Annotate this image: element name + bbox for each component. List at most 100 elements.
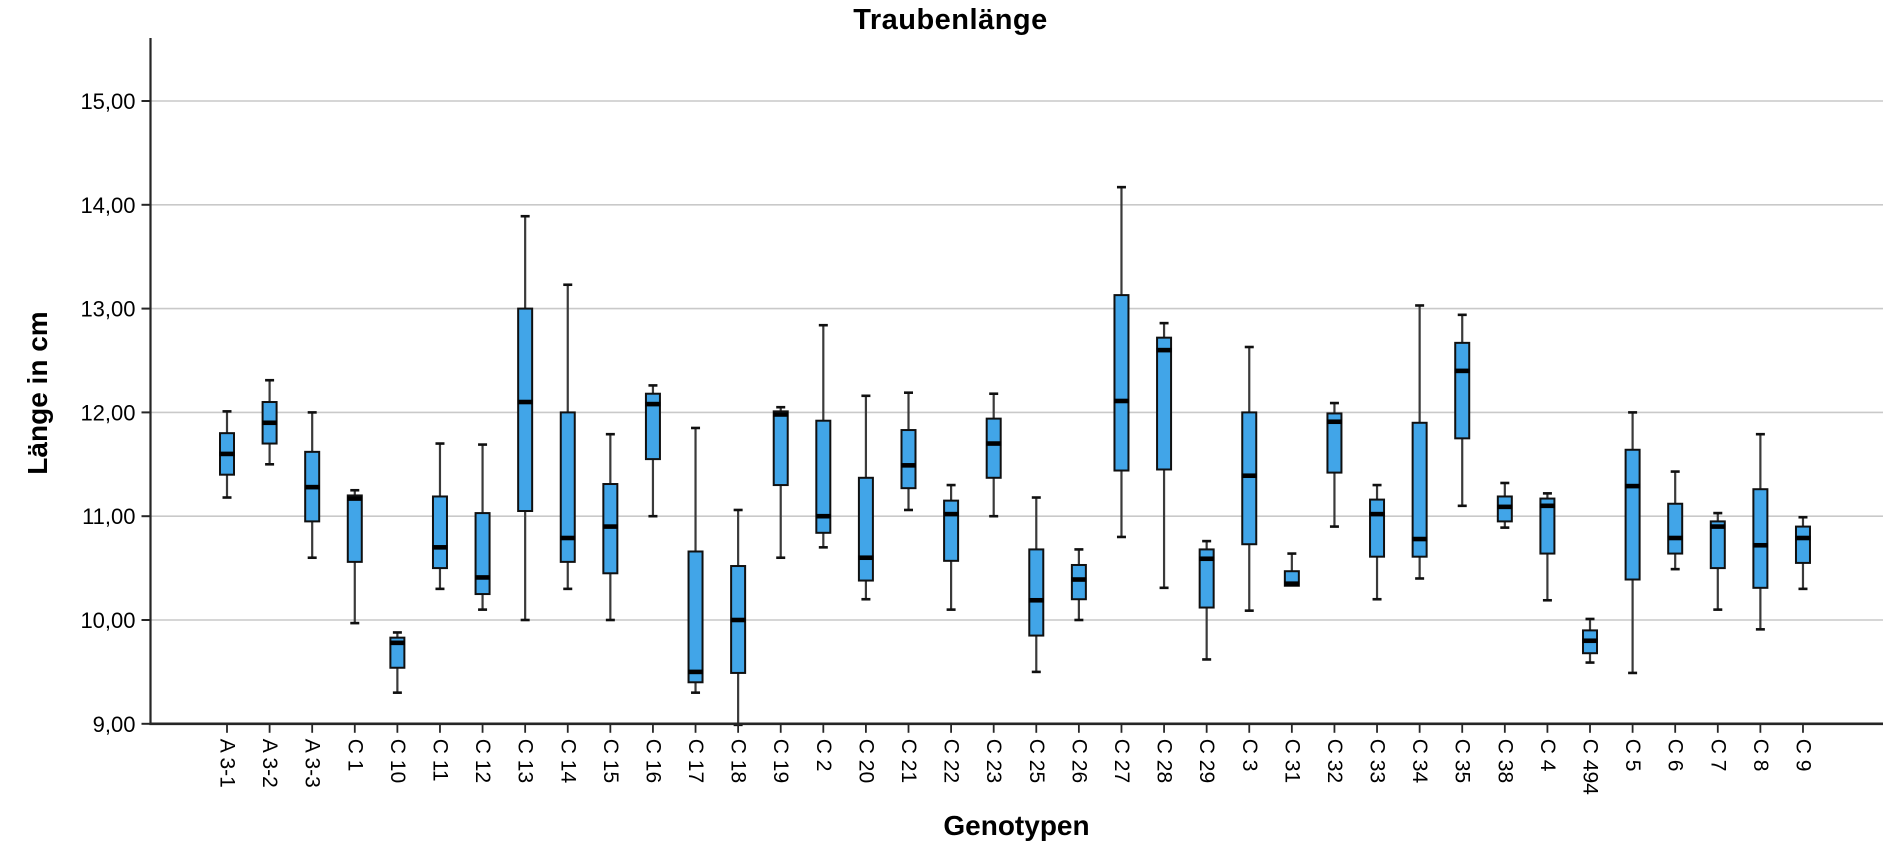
iqr-box bbox=[687, 550, 704, 684]
x-tick-label: C 6 bbox=[1664, 739, 1687, 772]
iqr-box bbox=[1156, 336, 1173, 471]
y-tick-label: 9,00 bbox=[93, 712, 136, 737]
y-tick-label: 14,00 bbox=[80, 193, 135, 218]
box-c-34 bbox=[1411, 304, 1428, 580]
iqr-box bbox=[559, 411, 576, 563]
box-c-8 bbox=[1752, 432, 1769, 631]
x-tick-label: C 1 bbox=[343, 739, 366, 772]
x-tick-label: C 14 bbox=[556, 739, 579, 784]
x-tick-label: C 11 bbox=[428, 739, 451, 782]
iqr-box bbox=[1070, 563, 1087, 601]
box-a-3-1 bbox=[219, 410, 235, 499]
box-c-35 bbox=[1454, 313, 1471, 508]
box-c-15 bbox=[602, 432, 619, 622]
iqr-box bbox=[1794, 525, 1811, 564]
box-c-494 bbox=[1582, 617, 1599, 664]
box-c-10 bbox=[389, 631, 406, 694]
y-tick-label: 12,00 bbox=[80, 400, 135, 425]
iqr-box bbox=[1752, 488, 1769, 589]
x-tick-label: C 3 bbox=[1238, 739, 1261, 772]
iqr-box bbox=[1454, 341, 1471, 440]
x-tick-label: C 2 bbox=[812, 739, 835, 772]
x-tick-label: C 38 bbox=[1493, 739, 1516, 783]
box-c-13 bbox=[517, 214, 534, 622]
x-tick-label: C 22 bbox=[940, 739, 963, 783]
iqr-box bbox=[389, 636, 406, 669]
x-tick-label: C 29 bbox=[1195, 739, 1218, 783]
box-c-7 bbox=[1709, 511, 1726, 611]
box-c-20 bbox=[857, 394, 874, 601]
box-c-21 bbox=[900, 391, 917, 512]
box-c-6 bbox=[1667, 470, 1684, 571]
iqr-box bbox=[346, 494, 363, 563]
box-a-3-2 bbox=[261, 378, 278, 466]
x-tick-label: C 21 bbox=[897, 739, 920, 783]
iqr-box bbox=[1028, 548, 1045, 637]
iqr-box bbox=[644, 392, 661, 461]
iqr-box bbox=[772, 410, 789, 487]
x-tick-label: C 25 bbox=[1025, 739, 1048, 783]
box-c-25 bbox=[1028, 496, 1045, 674]
y-tick-label: 10,00 bbox=[80, 608, 135, 633]
chart-title: Traubenlänge bbox=[853, 4, 1048, 36]
box-c-19 bbox=[772, 405, 789, 560]
box-c-16 bbox=[644, 384, 661, 518]
x-tick-label: C 15 bbox=[599, 739, 622, 783]
box-c-9 bbox=[1794, 515, 1811, 591]
box-c-27 bbox=[1113, 185, 1130, 539]
iqr-box bbox=[943, 499, 960, 562]
box-c-12 bbox=[474, 443, 491, 611]
iqr-box bbox=[1667, 502, 1684, 555]
x-tick-label: C 23 bbox=[982, 739, 1005, 783]
box-c-17 bbox=[687, 426, 704, 694]
x-axis-title: Genotypen bbox=[943, 810, 1090, 841]
x-tick-label: C 12 bbox=[471, 739, 494, 783]
box-c-33 bbox=[1369, 483, 1386, 601]
x-tick-label: C 33 bbox=[1366, 739, 1389, 783]
box-c-11 bbox=[431, 442, 448, 591]
box-c-18 bbox=[730, 508, 747, 727]
x-tick-label: C 9 bbox=[1791, 739, 1814, 772]
y-tick-label: 13,00 bbox=[80, 297, 135, 322]
iqr-box bbox=[1369, 498, 1386, 558]
x-tick-label: C 4 bbox=[1536, 739, 1559, 772]
x-tick-label: A 3-1 bbox=[216, 739, 239, 788]
x-tick-label: C 5 bbox=[1621, 739, 1644, 772]
x-tick-label: C 32 bbox=[1323, 739, 1346, 783]
x-tick-label: C 35 bbox=[1451, 739, 1474, 783]
y-tick-label: 11,00 bbox=[82, 504, 135, 529]
x-tick-label: C 494 bbox=[1579, 739, 1602, 795]
x-tick-label: A 3-2 bbox=[258, 739, 281, 788]
iqr-box bbox=[1624, 448, 1641, 581]
iqr-box bbox=[900, 429, 917, 490]
x-tick-label: A 3-3 bbox=[301, 739, 324, 788]
x-tick-label: C 20 bbox=[854, 739, 877, 783]
iqr-box bbox=[517, 307, 534, 513]
box-c-3 bbox=[1241, 345, 1258, 612]
x-tick-label: C 7 bbox=[1706, 739, 1729, 772]
iqr-box bbox=[1411, 421, 1428, 558]
x-tick-label: C 31 bbox=[1280, 739, 1303, 783]
box-c-22 bbox=[943, 483, 960, 611]
box-c-5 bbox=[1624, 411, 1641, 675]
x-tick-label: C 28 bbox=[1153, 739, 1176, 783]
iqr-box bbox=[1326, 412, 1343, 474]
iqr-box bbox=[857, 476, 874, 582]
x-tick-label: C 10 bbox=[386, 739, 409, 783]
x-tick-label: C 8 bbox=[1749, 739, 1772, 772]
box-c-2 bbox=[815, 323, 832, 549]
box-a-3-3 bbox=[304, 411, 321, 560]
x-tick-label: C 13 bbox=[514, 739, 537, 783]
iqr-box bbox=[431, 495, 448, 570]
x-tick-label: C 18 bbox=[727, 739, 750, 783]
box-c-31 bbox=[1283, 552, 1300, 587]
iqr-box bbox=[1241, 411, 1258, 546]
iqr-box bbox=[1709, 520, 1726, 570]
x-tick-label: C 26 bbox=[1067, 739, 1090, 783]
box-c-23 bbox=[985, 392, 1002, 518]
box-c-14 bbox=[559, 283, 576, 591]
box-c-28 bbox=[1156, 321, 1173, 590]
x-tick-label: C 17 bbox=[684, 739, 707, 783]
box-c-4 bbox=[1539, 492, 1556, 602]
